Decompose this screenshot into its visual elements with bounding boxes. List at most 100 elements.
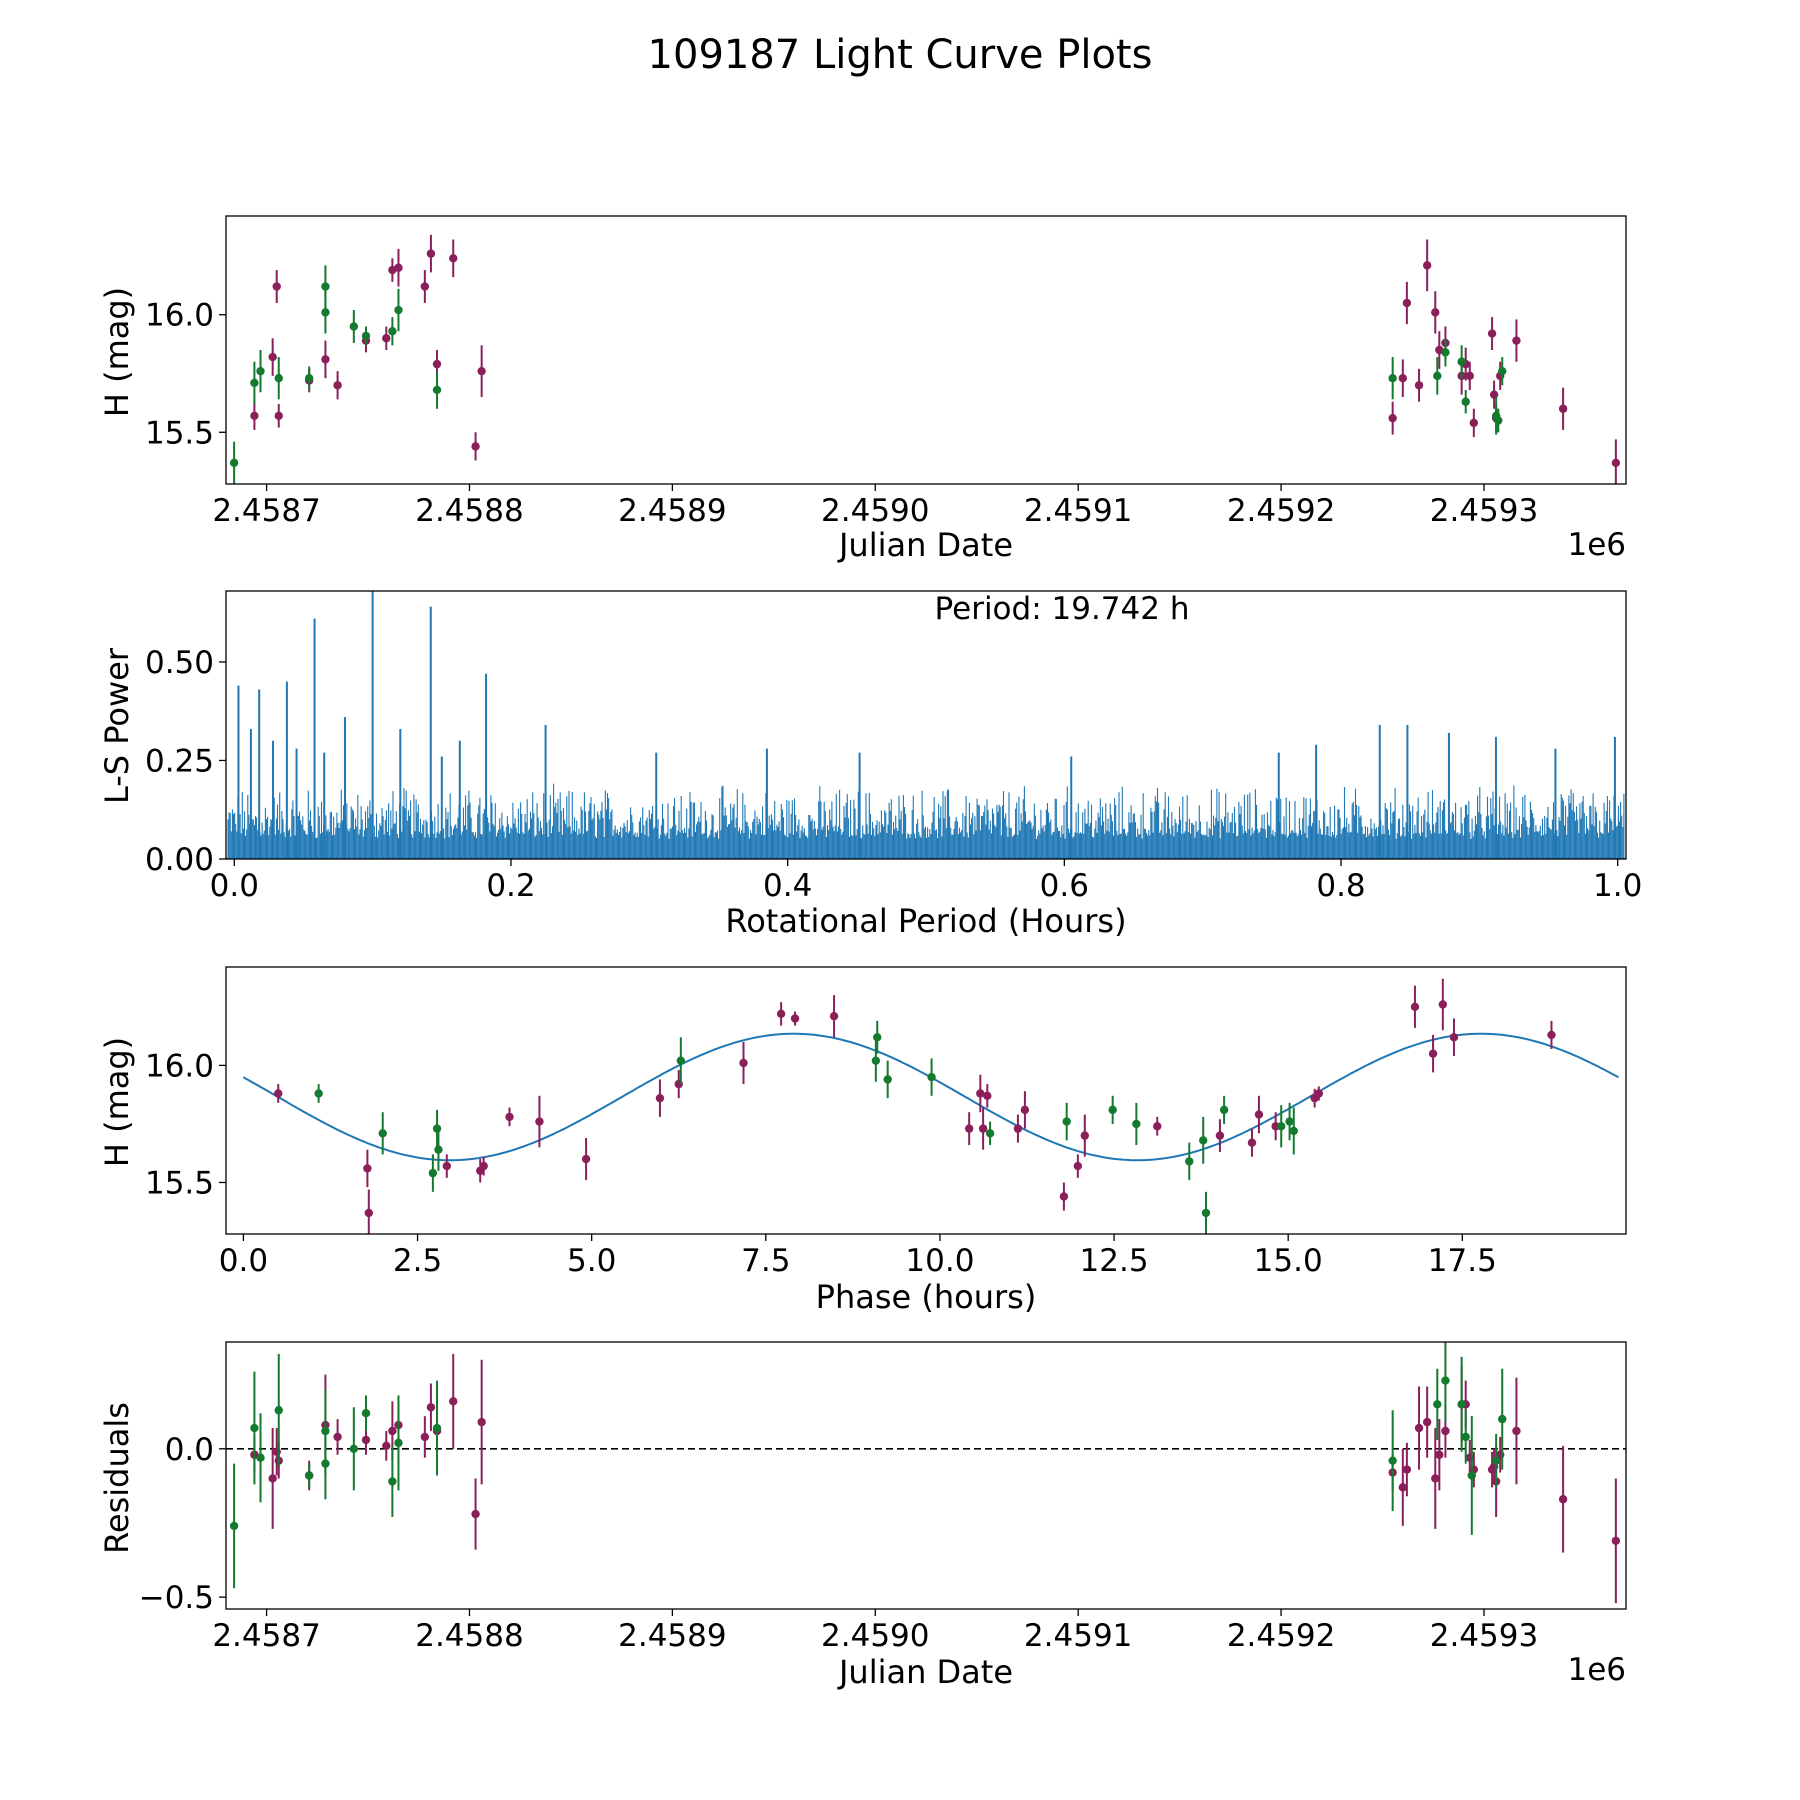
data-point	[1185, 1157, 1194, 1166]
periodogram-axes-frame	[225, 590, 1627, 860]
data-point	[321, 355, 330, 364]
residuals-ylabel: Residuals	[98, 1402, 136, 1554]
data-point	[363, 1164, 372, 1173]
data-point	[1285, 1117, 1294, 1126]
data-point	[776, 1009, 786, 1019]
phased-xtick-label: 5.0	[567, 1243, 616, 1279]
residuals-ytick-label: 0.0	[165, 1432, 214, 1468]
periodogram-xtick-label: 0.8	[1316, 868, 1365, 904]
phased-plot-area	[242, 978, 1619, 1234]
data-point	[581, 1154, 591, 1164]
data-point	[471, 1509, 480, 1519]
data-point	[333, 1432, 342, 1442]
data-point	[471, 442, 480, 451]
residuals-xtick-label: 2.4587	[212, 1618, 320, 1654]
data-point	[1558, 404, 1568, 413]
data-point	[1611, 458, 1621, 468]
raw-axes-frame	[225, 215, 1627, 485]
raw-offset-text: 1e6	[1567, 527, 1626, 563]
raw-xtick-label: 2.4592	[1227, 493, 1335, 529]
data-point	[1512, 336, 1521, 345]
data-point	[304, 1471, 314, 1480]
data-point	[268, 1474, 277, 1483]
data-point	[655, 1093, 665, 1103]
data-point	[1402, 298, 1412, 308]
data-point	[505, 1112, 514, 1122]
periodogram-plot-area	[226, 591, 1626, 859]
data-point	[1428, 1049, 1438, 1058]
data-point	[274, 1406, 283, 1415]
data-point	[274, 374, 283, 383]
data-point	[985, 1129, 995, 1138]
data-point	[432, 359, 442, 369]
raw-ytick-label: 16.0	[145, 298, 214, 334]
data-point	[1547, 1030, 1556, 1040]
data-point	[349, 1444, 359, 1454]
data-point	[1467, 1471, 1476, 1480]
data-point	[1108, 1105, 1117, 1115]
data-point	[1388, 374, 1397, 383]
residuals-xtick-label: 2.4591	[1024, 1618, 1132, 1654]
data-point	[1247, 1138, 1257, 1147]
data-point	[420, 1432, 430, 1442]
data-point	[1388, 1456, 1397, 1465]
data-point	[321, 308, 330, 317]
data-point	[1277, 1122, 1286, 1131]
data-point	[1435, 1450, 1444, 1459]
data-point	[1512, 1426, 1521, 1436]
data-point	[477, 366, 486, 376]
raw-xlabel: Julian Date	[837, 526, 1013, 564]
data-point	[432, 1423, 442, 1433]
raw-xtick-label: 2.4591	[1024, 493, 1132, 529]
data-point	[1558, 1495, 1568, 1504]
data-point	[388, 326, 397, 336]
data-point	[378, 1129, 387, 1138]
data-point	[1410, 1002, 1420, 1012]
data-point	[449, 1397, 458, 1406]
data-point	[256, 366, 265, 376]
phased-xtick-label: 10.0	[905, 1243, 974, 1279]
data-point	[1438, 1000, 1448, 1009]
data-point	[382, 334, 391, 343]
raw-xtick-label: 2.4593	[1430, 493, 1538, 529]
data-point	[964, 1124, 974, 1133]
data-point	[420, 282, 430, 291]
periodogram-ytick-label: 0.50	[145, 645, 214, 681]
residuals-xtick-label: 2.4590	[821, 1618, 929, 1654]
data-point	[364, 1208, 373, 1218]
residuals-axes-frame	[225, 1341, 1627, 1610]
raw-light-curve-panel: Julian Date H (mag) 1e6 2.4587 2.4588 2.45…	[98, 215, 1627, 564]
data-point	[1073, 1161, 1083, 1171]
data-point	[1491, 1456, 1501, 1465]
raw-series-green	[229, 265, 1507, 484]
data-point	[1431, 1474, 1440, 1483]
data-point	[978, 1124, 988, 1133]
raw-series-magenta	[250, 234, 1621, 484]
phased-xtick-label: 15.0	[1254, 1243, 1323, 1279]
data-point	[873, 1033, 882, 1042]
raw-plot-area	[229, 234, 1621, 484]
data-point	[361, 1409, 371, 1418]
data-point	[883, 1075, 892, 1084]
periodogram-xtick-label: 0.0	[210, 868, 259, 904]
data-point	[250, 411, 259, 421]
raw-ylabel: H (mag)	[98, 287, 136, 417]
data-point	[1080, 1131, 1090, 1140]
data-point	[274, 1089, 283, 1098]
period-annotation: Period: 19.742 h	[935, 591, 1190, 627]
periodogram-xlabel: Rotational Period (Hours)	[725, 902, 1126, 940]
residuals-xtick-label: 2.4588	[415, 1618, 523, 1654]
data-point	[1498, 366, 1507, 376]
data-point	[871, 1056, 881, 1065]
raw-ytick-label: 15.5	[145, 415, 214, 451]
periodogram-xtick-label: 0.4	[763, 868, 812, 904]
phased-xtick-label: 2.5	[393, 1243, 442, 1279]
data-point	[229, 458, 239, 468]
data-point	[829, 1011, 839, 1021]
data-point	[394, 1438, 403, 1448]
data-point	[1611, 1536, 1621, 1545]
residuals-xtick-label: 2.4592	[1227, 1618, 1335, 1654]
data-point	[1487, 329, 1497, 338]
